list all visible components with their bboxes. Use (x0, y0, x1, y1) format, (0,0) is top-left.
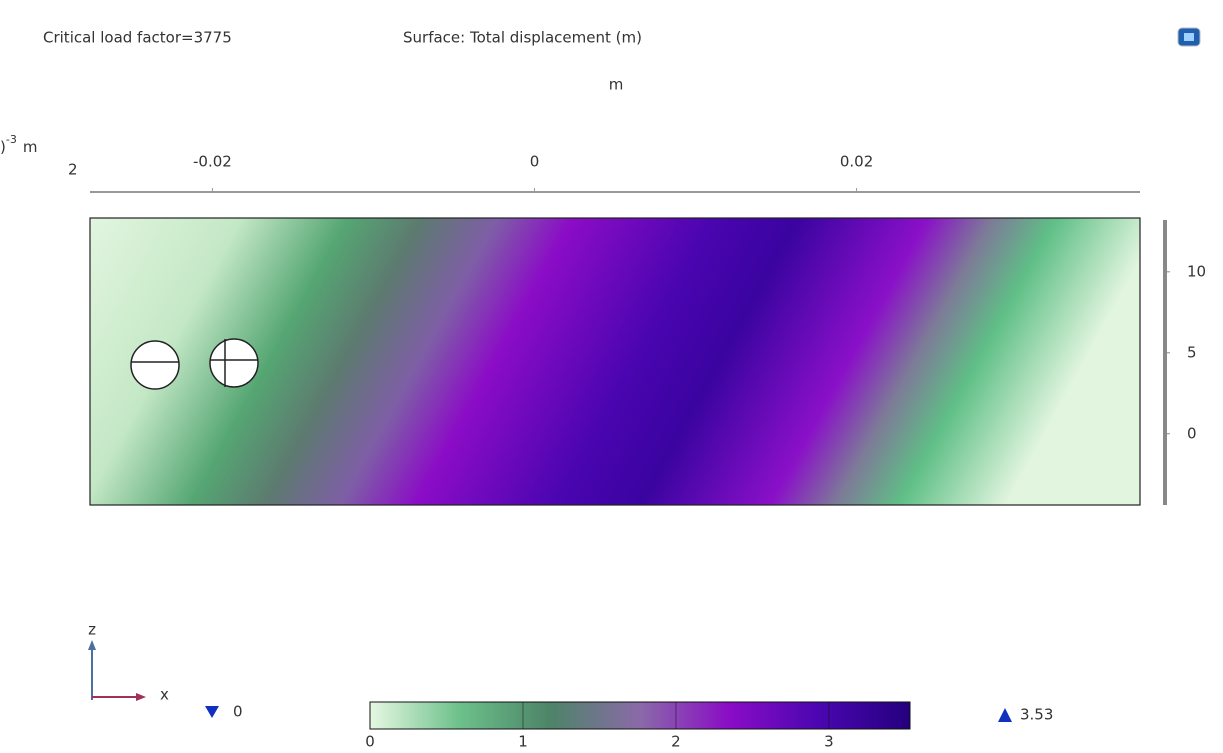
x-tick-label: 0.02 (840, 153, 873, 171)
z-arrow-head (88, 640, 96, 650)
colorbar-tick-label: 3 (824, 733, 834, 751)
x-label: x (160, 686, 169, 704)
title: Critical load factor=3775 (43, 29, 232, 47)
x-tick-label: 0 (530, 153, 540, 171)
hole (131, 341, 179, 389)
app-icon-inner (1184, 33, 1194, 41)
y-tick-label: 0 (1187, 424, 1197, 442)
y-label-unit: m (23, 138, 38, 156)
colorbar-tick-label: 2 (671, 733, 681, 751)
subtitle: Surface: Total displacement (m) (403, 29, 642, 47)
min-marker (205, 706, 219, 718)
y-clipped-tick: 2 (68, 161, 78, 179)
x-tick-label: -0.02 (193, 153, 232, 171)
hole (210, 339, 258, 387)
min-label: 0 (233, 703, 243, 721)
y-tick-label: 10 (1187, 262, 1206, 280)
axis-triad: z x (88, 621, 169, 704)
x-axis-label: m (609, 76, 624, 94)
max-marker (998, 708, 1012, 722)
z-label: z (88, 621, 96, 639)
x-arrow-head (136, 693, 146, 701)
colorbar-tick-label: 1 (518, 733, 528, 751)
y-label-exp: -3 (6, 133, 17, 146)
colorbar-tick-label: 0 (365, 733, 375, 751)
max-label: 3.53 (1020, 706, 1053, 724)
y-tick-label: 5 (1187, 343, 1197, 361)
graphics-window: Critical load factor=3775 Surface: Total… (0, 0, 1223, 753)
